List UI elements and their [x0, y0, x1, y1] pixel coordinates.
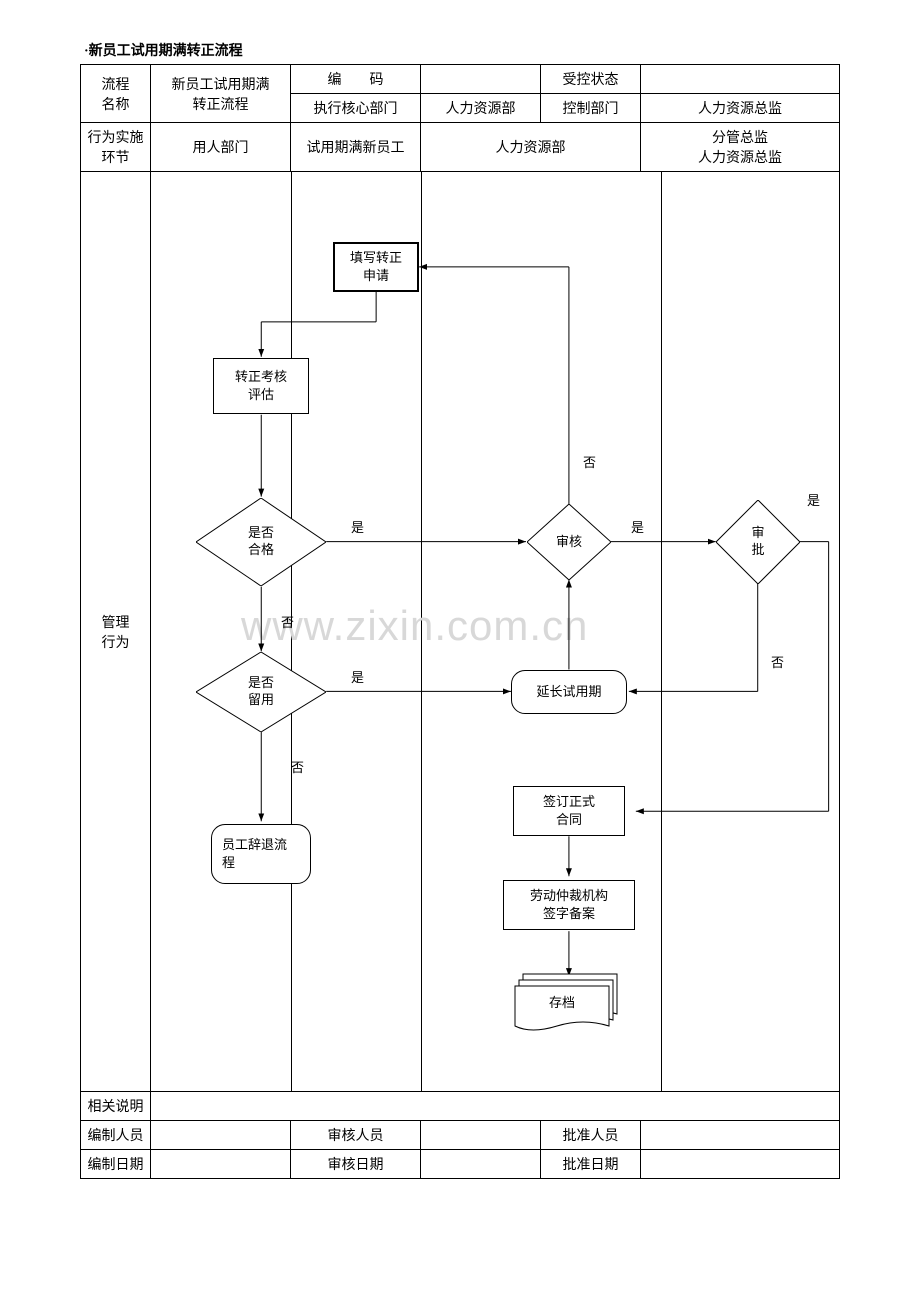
footer-prepby-label: 编制人员	[81, 1121, 151, 1150]
hdr-code-val	[421, 65, 541, 94]
node-archive: 存档	[513, 972, 625, 1034]
main-table: 流程 名称 新员工试用期满 转正流程 编 码 受控状态 执行核心部门 人力资源部…	[80, 64, 840, 1179]
document-container: ·新员工试用期满转正流程 流程 名称 新员工试用期满 转正流程 编 码 受控状态…	[80, 40, 840, 1179]
node-approve-decision: 审 批	[716, 500, 800, 584]
footer-revdate-label: 审核日期	[291, 1150, 421, 1179]
footer-appdate-label: 批准日期	[541, 1150, 641, 1179]
footer-appdate-val	[641, 1150, 840, 1179]
lane-col3: 人力资源部	[421, 123, 641, 172]
hdr-ctrl-dept-label: 控制部门	[541, 94, 641, 123]
footer-prepdate-label: 编制日期	[81, 1150, 151, 1179]
hdr-ctrl-status-val	[641, 65, 840, 94]
lane-row-label: 行为实施 环节	[81, 123, 151, 172]
label-yes: 是	[351, 517, 364, 536]
hdr-exec-dept-val: 人力资源部	[421, 94, 541, 123]
footer-revby-val	[421, 1121, 541, 1150]
lane-col1: 用人部门	[151, 123, 291, 172]
label-yes: 是	[631, 517, 644, 536]
node-assess: 转正考核 评估	[213, 358, 309, 414]
node-dismiss: 员工辞退流 程	[211, 824, 311, 884]
node-retain-decision: 是否 留用	[196, 652, 326, 732]
node-pass-decision: 是否 合格	[196, 498, 326, 586]
footer-appby-val	[641, 1121, 840, 1150]
node-sign-contract: 签订正式 合同	[513, 786, 625, 836]
hdr-ctrl-dept-val: 人力资源总监	[641, 94, 840, 123]
footer-appby-label: 批准人员	[541, 1121, 641, 1150]
hdr-process-name: 新员工试用期满 转正流程	[151, 65, 291, 123]
hdr-code-label: 编 码	[291, 65, 421, 94]
flowchart-cell: www.zixin.com.cn	[151, 172, 840, 1092]
label-no: 否	[583, 452, 596, 471]
label-no: 否	[281, 612, 294, 631]
footer-revby-label: 审核人员	[291, 1121, 421, 1150]
node-extend: 延长试用期	[511, 670, 627, 714]
label-yes: 是	[807, 490, 820, 509]
hdr-exec-dept-label: 执行核心部门	[291, 94, 421, 123]
flow-edges	[151, 172, 839, 1091]
footer-prepdate-val	[151, 1150, 291, 1179]
footer-revdate-val	[421, 1150, 541, 1179]
label-no: 否	[771, 652, 784, 671]
lane-col4: 分管总监 人力资源总监	[641, 123, 840, 172]
node-arbitration: 劳动仲裁机构 签字备案	[503, 880, 635, 930]
label-no: 否	[291, 757, 304, 776]
label-yes: 是	[351, 667, 364, 686]
footer-related-val	[151, 1092, 840, 1121]
flow-side-label: 管理 行为	[81, 172, 151, 1092]
node-fill-form: 填写转正 申请	[333, 242, 419, 292]
footer-prepby-val	[151, 1121, 291, 1150]
lane-col2: 试用期满新员工	[291, 123, 421, 172]
footer-related-label: 相关说明	[81, 1092, 151, 1121]
hdr-ctrl-status-label: 受控状态	[541, 65, 641, 94]
hdr-process-name-label: 流程 名称	[81, 65, 151, 123]
node-review-decision: 审核	[527, 504, 611, 580]
page-title: ·新员工试用期满转正流程	[80, 40, 840, 60]
